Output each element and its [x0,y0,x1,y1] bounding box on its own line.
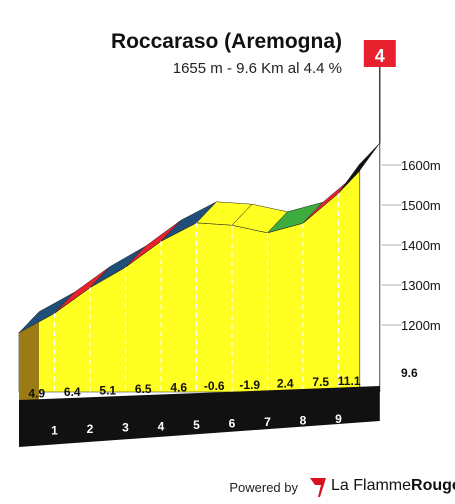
gradient-label: 11.1 [338,374,361,388]
km-label: 6 [229,416,236,430]
profile-area-fill [18,163,361,393]
powered-by-text: Powered by [229,480,298,495]
km-label: 1 [51,424,58,438]
km-label: 5 [193,418,200,432]
km-label: 7 [264,415,271,429]
gradient-label: 2.4 [277,376,294,390]
flame-logo-icon [310,478,326,497]
gradient-label: 6.5 [135,382,152,396]
elevation-tick-label: 1200m [401,318,441,333]
footer: Powered by La FlammeRouge [0,476,455,500]
summit-flag: 4 [363,40,396,143]
elevation-tick-label: 1500m [401,198,441,213]
gradient-label: 6.4 [64,385,81,399]
base-band [19,386,380,447]
km-label: 8 [300,414,307,428]
km-label: 3 [122,421,129,435]
gradient-label: 7.5 [312,375,329,389]
flag-label: 4 [375,46,385,66]
brand-name-bold: Rouge [411,477,455,494]
gradient-label: -0.6 [204,379,225,393]
km-label: 2 [87,422,94,436]
elevation-tick-label: 1400m [401,238,441,253]
climb-summary: 1655 m - 9.6 Km al 4.4 % [172,60,342,77]
brand-logo-text: La FlammeRouge [331,477,455,495]
climb-profile-chart: 1200m 1300m 1400m 1500m 1600m 4.9 6.4 5.1 6.5 4.6… [18,40,441,447]
page-title: Roccaraso (Aremogna) [110,30,342,53]
gradient-label: 4.6 [170,381,187,395]
label-layer: 1200m 1300m 1400m 1500m 1600m 4.9 6.4 5.1 6.5 4.6… [28,158,440,438]
brand-name-light: La Flamme [331,477,412,494]
gradient-label: 4.9 [28,386,45,400]
base-band-layer [19,386,380,447]
km-label: 4 [158,419,165,433]
profile-fill-layer [18,163,361,400]
final-distance-label: 9.6 [401,366,418,380]
km-label: 9 [335,412,342,426]
start-edge-block [19,332,39,400]
elevation-tick-label: 1600m [401,158,441,173]
km-grid-layer [53,143,402,392]
gradient-label: -1.9 [239,378,260,392]
elevation-tick-label: 1300m [401,278,441,293]
gradient-label: 5.1 [99,383,116,397]
flag-body [363,40,396,67]
gradient-band-km-10 [338,142,381,194]
